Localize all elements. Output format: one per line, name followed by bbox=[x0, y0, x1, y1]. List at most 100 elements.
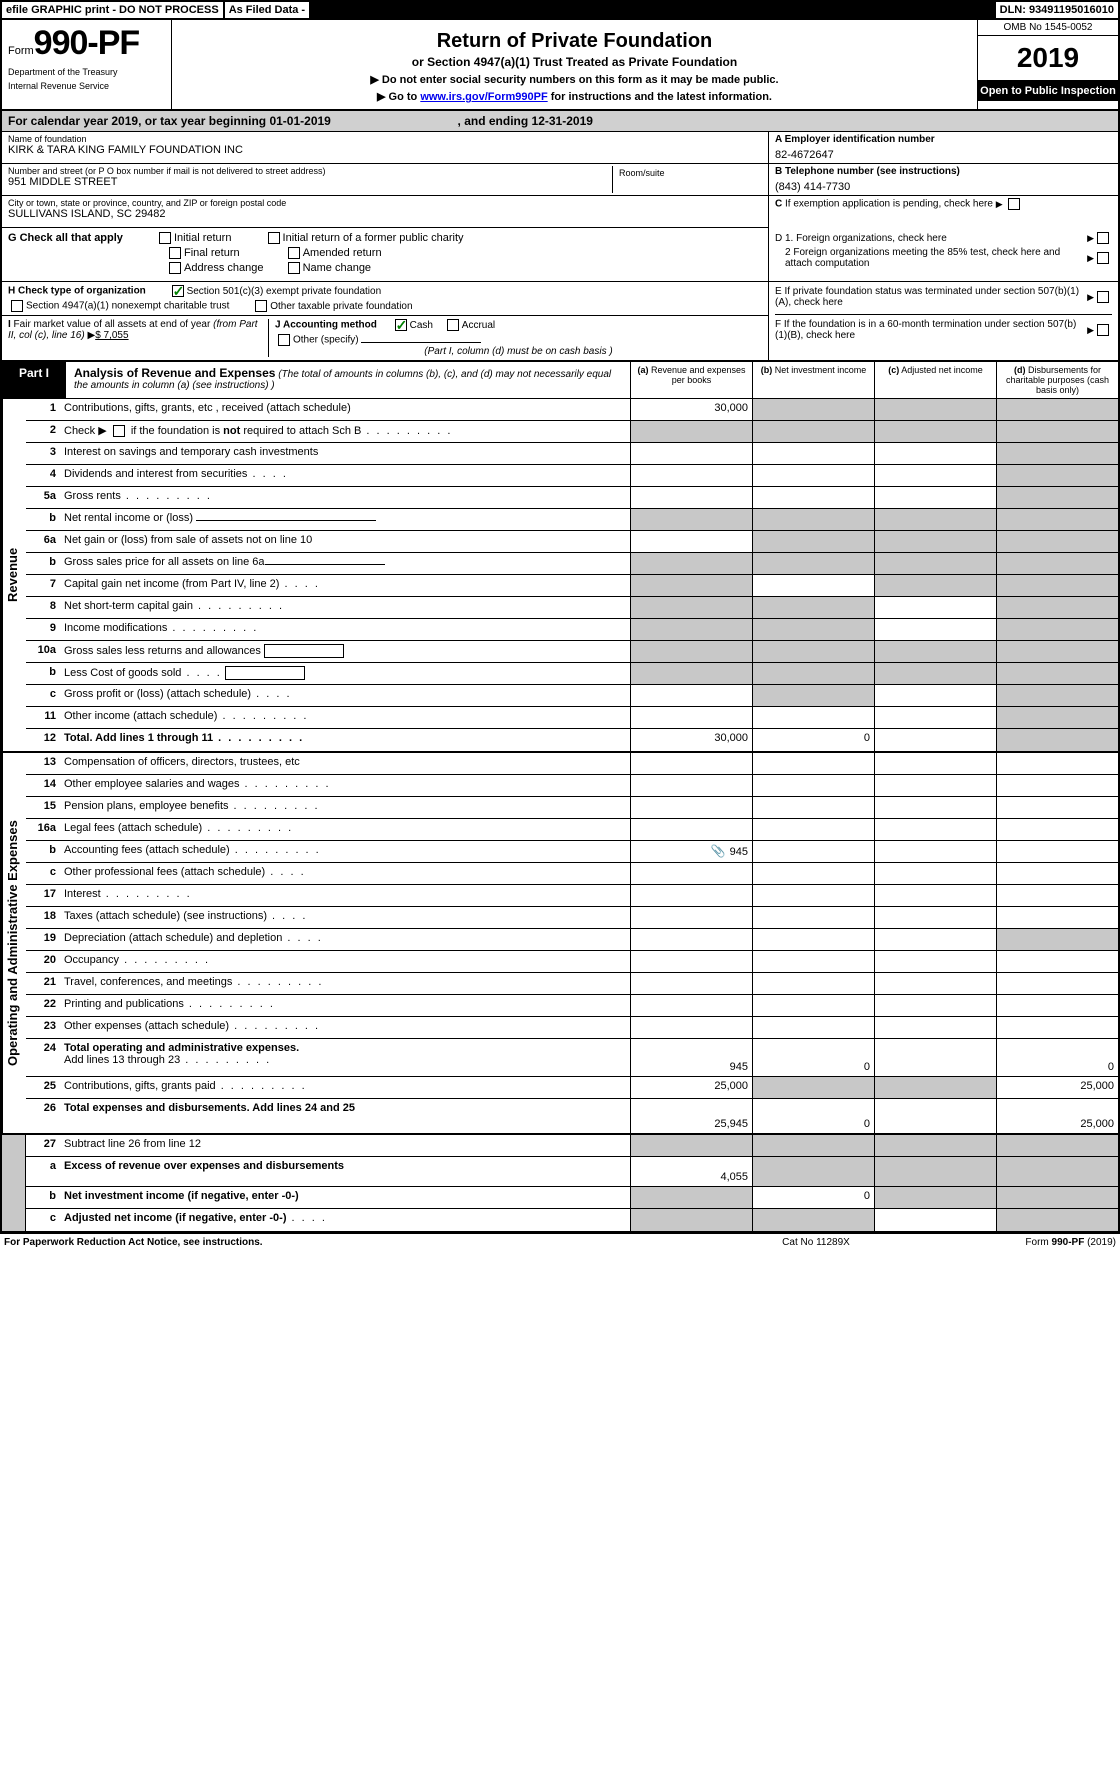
ein-row: A Employer identification number 82-4672… bbox=[769, 132, 1118, 164]
j-other-checkbox[interactable] bbox=[278, 334, 290, 346]
page-footer: For Paperwork Reduction Act Notice, see … bbox=[0, 1233, 1120, 1251]
instr-link-row: ▶ Go to www.irs.gov/Form990PF for instru… bbox=[182, 90, 967, 103]
room-suite: Room/suite bbox=[612, 166, 762, 193]
top-bar: efile GRAPHIC print - DO NOT PROCESS As … bbox=[0, 0, 1120, 20]
line-6a: 6aNet gain or (loss) from sale of assets… bbox=[26, 531, 1118, 553]
arrow-icon bbox=[1087, 325, 1094, 336]
line-24: 24Total operating and administrative exp… bbox=[26, 1039, 1118, 1077]
part1-header: Part I Analysis of Revenue and Expenses … bbox=[0, 362, 1120, 399]
header-right: OMB No 1545-0052 2019 Open to Public Ins… bbox=[978, 20, 1118, 109]
paperclip-icon[interactable] bbox=[711, 846, 730, 858]
city-label: City or town, state or province, country… bbox=[8, 198, 762, 208]
e-checkbox[interactable] bbox=[1097, 291, 1109, 303]
g-amended-checkbox[interactable] bbox=[288, 247, 300, 259]
part1-title: Analysis of Revenue and Expenses bbox=[74, 366, 275, 380]
g-name-checkbox[interactable] bbox=[288, 262, 300, 274]
line-11: 11Other income (attach schedule) bbox=[26, 707, 1118, 729]
d1-checkbox[interactable] bbox=[1097, 232, 1109, 244]
instr-post: for instructions and the latest informat… bbox=[548, 91, 772, 103]
g-label: G Check all that apply bbox=[8, 232, 123, 244]
line-2: 2 Check ▶ if the foundation is not requi… bbox=[26, 421, 1118, 443]
dept-treasury: Department of the Treasury bbox=[8, 67, 165, 77]
form-header: Form990-PF Department of the Treasury In… bbox=[0, 20, 1120, 111]
h-opt2: Section 4947(a)(1) nonexempt charitable … bbox=[26, 301, 229, 312]
line-3: 3Interest on savings and temporary cash … bbox=[26, 443, 1118, 465]
line-21: 21Travel, conferences, and meetings bbox=[26, 973, 1118, 995]
schb-checkbox[interactable] bbox=[113, 425, 125, 437]
g-initial-checkbox[interactable] bbox=[159, 232, 171, 244]
f-label: F If the foundation is in a 60-month ter… bbox=[775, 319, 1087, 341]
form-title: Return of Private Foundation bbox=[182, 30, 967, 53]
f-checkbox[interactable] bbox=[1097, 324, 1109, 336]
foot-mid: Cat No 11289X bbox=[716, 1237, 916, 1248]
line27-grid: 27Subtract line 26 from line 12 aExcess … bbox=[0, 1135, 1120, 1233]
g-opt-2: Final return bbox=[184, 247, 240, 259]
instr-ssn: ▶ Do not enter social security numbers o… bbox=[182, 73, 967, 86]
omb-number: OMB No 1545-0052 bbox=[978, 20, 1118, 36]
g-opt-5: Name change bbox=[303, 262, 372, 274]
revenue-side-label: Revenue bbox=[2, 399, 26, 751]
line-27a: aExcess of revenue over expenses and dis… bbox=[26, 1157, 1118, 1187]
l26-a: 25,945 bbox=[630, 1099, 752, 1133]
l27a-a: 4,055 bbox=[630, 1157, 752, 1186]
g-final-checkbox[interactable] bbox=[169, 247, 181, 259]
line-18: 18Taxes (attach schedule) (see instructi… bbox=[26, 907, 1118, 929]
top-bar-spacer bbox=[311, 2, 996, 18]
j-cash: Cash bbox=[410, 320, 433, 331]
line-20: 20Occupancy bbox=[26, 951, 1118, 973]
l25-d: 25,000 bbox=[996, 1077, 1118, 1098]
address-row: Number and street (or P O box number if … bbox=[2, 164, 768, 196]
exemption-row: C If exemption application is pending, c… bbox=[769, 196, 1118, 228]
line-27: 27Subtract line 26 from line 12 bbox=[26, 1135, 1118, 1157]
d2-checkbox[interactable] bbox=[1097, 252, 1109, 264]
expenses-grid: Operating and Administrative Expenses 13… bbox=[0, 753, 1120, 1135]
col-b-hdr: (b) Net investment income bbox=[752, 362, 874, 398]
h-4947-checkbox[interactable] bbox=[11, 300, 23, 312]
l12-a: 30,000 bbox=[630, 729, 752, 751]
j-accrual-checkbox[interactable] bbox=[447, 319, 459, 331]
line-16a: 16aLegal fees (attach schedule) bbox=[26, 819, 1118, 841]
line-5b: bNet rental income or (loss) bbox=[26, 509, 1118, 531]
line-16b: bAccounting fees (attach schedule)945 bbox=[26, 841, 1118, 863]
j-note: (Part I, column (d) must be on cash basi… bbox=[275, 346, 762, 357]
exemption-checkbox[interactable] bbox=[1008, 198, 1020, 210]
d1-label: D 1. Foreign organizations, check here bbox=[775, 233, 1087, 244]
open-inspection: Open to Public Inspection bbox=[978, 81, 1118, 101]
h-other-checkbox[interactable] bbox=[255, 300, 267, 312]
g-opt-0: Initial return bbox=[174, 232, 231, 244]
g-opt-4: Address change bbox=[184, 262, 264, 274]
line-6b: bGross sales price for all assets on lin… bbox=[26, 553, 1118, 575]
line-22: 22Printing and publications bbox=[26, 995, 1118, 1017]
g-former-checkbox[interactable] bbox=[268, 232, 280, 244]
ef-block: E If private foundation status was termi… bbox=[768, 282, 1118, 360]
irs-link[interactable]: www.irs.gov/Form990PF bbox=[420, 91, 547, 103]
calyear-end: 12-31-2019 bbox=[532, 114, 593, 128]
h-opt3: Other taxable private foundation bbox=[270, 301, 412, 312]
l12-b: 0 bbox=[752, 729, 874, 751]
l24-b: 0 bbox=[752, 1039, 874, 1076]
l24-d: 0 bbox=[996, 1039, 1118, 1076]
i-j-row: I Fair market value of all assets at end… bbox=[2, 316, 768, 360]
part1-desc: Analysis of Revenue and Expenses (The to… bbox=[66, 362, 630, 398]
g-address-checkbox[interactable] bbox=[169, 262, 181, 274]
phone-label: B Telephone number (see instructions) bbox=[775, 166, 1112, 177]
j-cash-checkbox[interactable] bbox=[395, 319, 407, 331]
line-10c: cGross profit or (loss) (attach schedule… bbox=[26, 685, 1118, 707]
line-4: 4Dividends and interest from securities bbox=[26, 465, 1118, 487]
g-block: G Check all that apply Initial return In… bbox=[2, 228, 768, 281]
addr-label: Number and street (or P O box number if … bbox=[8, 166, 612, 176]
calyear-begin: 01-01-2019 bbox=[269, 114, 330, 128]
line-27b: bNet investment income (if negative, ent… bbox=[26, 1187, 1118, 1209]
calyear-pre: For calendar year 2019, or tax year begi… bbox=[8, 114, 269, 128]
foot-left: For Paperwork Reduction Act Notice, see … bbox=[4, 1237, 716, 1248]
line-9: 9Income modifications bbox=[26, 619, 1118, 641]
phone-value: (843) 414-7730 bbox=[775, 181, 1112, 193]
col-a-hdr: (a) Revenue and expenses per books bbox=[630, 362, 752, 398]
arrow-icon bbox=[1087, 292, 1094, 303]
line-19: 19Depreciation (attach schedule) and dep… bbox=[26, 929, 1118, 951]
form-prefix: Form bbox=[8, 45, 34, 57]
h-501c3-checkbox[interactable] bbox=[172, 285, 184, 297]
col-d-hdr: (d) Disbursements for charitable purpose… bbox=[996, 362, 1118, 398]
h-label: H Check type of organization bbox=[8, 286, 146, 297]
j-label: J Accounting method bbox=[275, 320, 377, 331]
